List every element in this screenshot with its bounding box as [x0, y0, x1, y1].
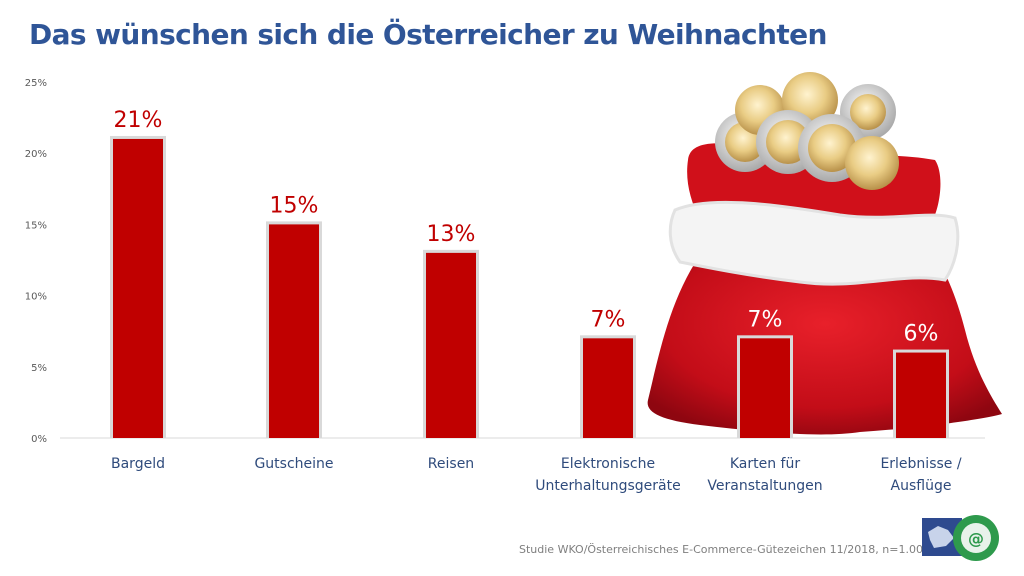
x-tick-label: Unterhaltungsgeräte	[535, 478, 680, 494]
y-tick-label: 15%	[25, 220, 47, 231]
x-tick-label: Elektronische	[561, 456, 655, 472]
y-tick-label: 25%	[25, 78, 47, 89]
data-label: 6%	[904, 322, 939, 347]
data-label: 13%	[427, 222, 476, 247]
data-label: 7%	[748, 307, 783, 332]
bar	[583, 338, 633, 438]
y-tick-label: 20%	[25, 149, 47, 160]
chart-title: Das wünschen sich die Österreicher zu We…	[29, 18, 827, 51]
bar	[269, 224, 319, 438]
bar	[740, 338, 790, 438]
data-label: 21%	[114, 108, 163, 133]
data-label: 15%	[270, 193, 319, 218]
y-tick-label: 10%	[25, 292, 47, 303]
y-tick-label: 5%	[31, 363, 47, 374]
x-tick-label: Karten für	[730, 456, 800, 472]
bar	[896, 352, 946, 438]
x-tick-label: Gutscheine	[254, 456, 333, 472]
bar	[426, 252, 476, 438]
e-commerce-guetezeichen-logo-icon: @	[922, 515, 999, 561]
y-tick-label: 0%	[31, 434, 47, 445]
source-note: Studie WKO/Österreichisches E-Commerce-G…	[519, 543, 930, 556]
x-tick-label: Veranstaltungen	[707, 478, 822, 494]
bar	[113, 138, 163, 438]
data-label: 7%	[591, 307, 626, 332]
x-tick-label: Erlebnisse /	[880, 456, 961, 472]
svg-text:@: @	[968, 529, 984, 548]
x-tick-label: Bargeld	[111, 456, 165, 472]
x-tick-label: Reisen	[428, 456, 474, 472]
x-tick-label: Ausflüge	[891, 478, 952, 494]
